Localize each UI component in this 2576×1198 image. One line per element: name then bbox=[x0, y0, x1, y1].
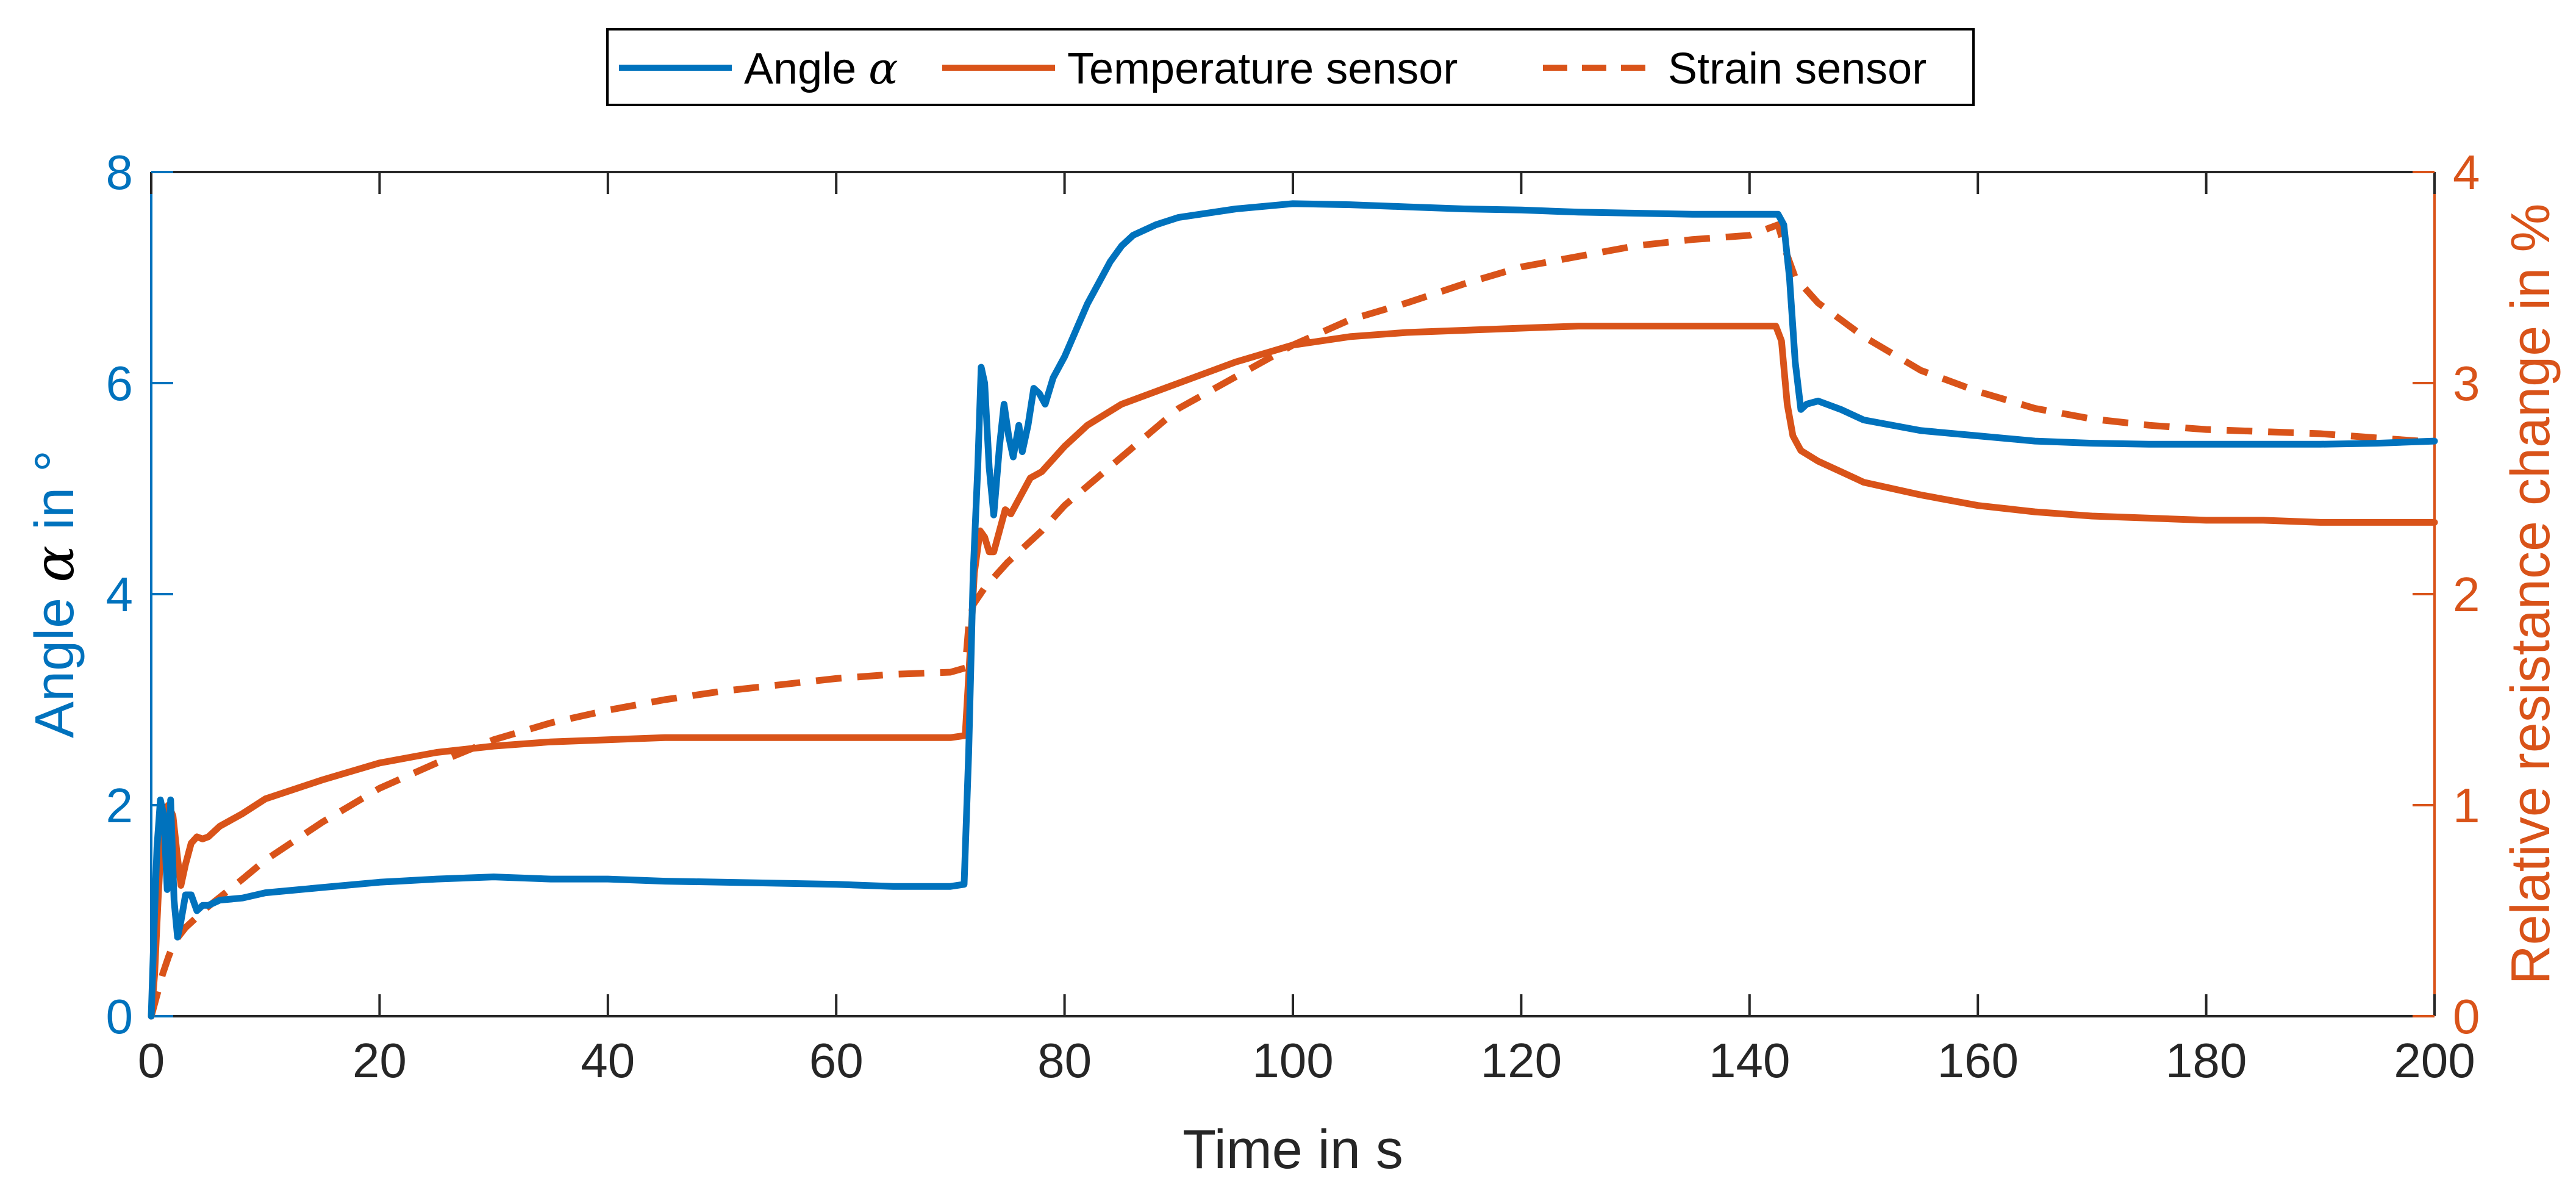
x-tick-label: 180 bbox=[2166, 1033, 2247, 1088]
y-axis-left-title-text: Angle bbox=[24, 583, 85, 738]
y-axis-left-title-unit: in ° bbox=[24, 450, 85, 545]
y-left-tick-label: 4 bbox=[106, 567, 134, 622]
y-left-tick-label: 0 bbox=[106, 989, 134, 1044]
y-axis-right-title: Relative resistance change in % bbox=[2500, 204, 2561, 985]
legend-label-angle-text: Angle bbox=[744, 45, 868, 93]
y-axis-left-title-symbol: α bbox=[23, 545, 87, 583]
y-left-tick-label: 8 bbox=[106, 145, 134, 199]
series-layer bbox=[148, 200, 2438, 1020]
series-line-temperature-sensor bbox=[148, 323, 2438, 1020]
y-left-tick-label: 6 bbox=[106, 356, 134, 411]
legend-label-strain: Strain sensor bbox=[1668, 45, 1927, 93]
y-left-tick-label: 2 bbox=[106, 778, 134, 833]
series-line-angle bbox=[148, 200, 2438, 1020]
series-line-strain-sensor bbox=[148, 221, 2435, 1017]
x-tick-label: 200 bbox=[2394, 1033, 2475, 1088]
x-tick-label: 160 bbox=[1937, 1033, 2018, 1088]
x-tick-label: 20 bbox=[352, 1033, 407, 1088]
y-right-tick-label: 4 bbox=[2453, 145, 2480, 199]
legend: Angle α Temperature sensor Strain sensor bbox=[606, 28, 1975, 106]
y-right-tick-label: 1 bbox=[2453, 778, 2480, 833]
x-axis-title: Time in s bbox=[1182, 1119, 1403, 1180]
legend-label-angle: Angle α bbox=[744, 43, 898, 94]
y-axis-left-title: Angle α in ° bbox=[23, 450, 87, 738]
axes bbox=[150, 171, 2436, 1017]
tick-marks bbox=[150, 171, 2436, 1017]
y-right-tick-label: 2 bbox=[2453, 567, 2480, 622]
x-tick-label: 60 bbox=[809, 1033, 864, 1088]
x-tick-label: 140 bbox=[1709, 1033, 1790, 1088]
x-tick-label: 0 bbox=[138, 1033, 165, 1088]
y-right-tick-label: 3 bbox=[2453, 356, 2480, 411]
legend-label-angle-symbol: α bbox=[868, 43, 898, 94]
legend-label-temperature: Temperature sensor bbox=[1067, 45, 1458, 93]
x-tick-label: 80 bbox=[1037, 1033, 1092, 1088]
x-tick-label: 120 bbox=[1481, 1033, 1562, 1088]
y-right-tick-label: 0 bbox=[2453, 989, 2480, 1044]
x-tick-label: 100 bbox=[1252, 1033, 1333, 1088]
x-tick-label: 40 bbox=[581, 1033, 635, 1088]
legend-box bbox=[606, 28, 1975, 106]
